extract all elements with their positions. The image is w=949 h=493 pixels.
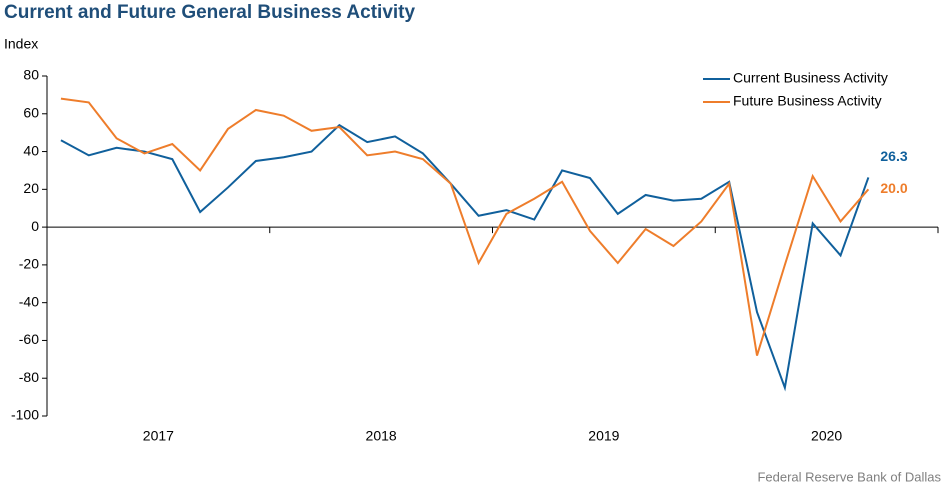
x-tick-label: 2019 bbox=[588, 428, 619, 444]
y-tick-label: -40 bbox=[19, 293, 39, 309]
y-tick-label: -20 bbox=[19, 256, 39, 272]
value-label: 26.3 bbox=[880, 148, 907, 164]
y-tick-label: 20 bbox=[23, 180, 39, 196]
y-tick-label: -100 bbox=[11, 407, 39, 423]
y-tick-label: -80 bbox=[19, 369, 39, 385]
y-tick-label: 40 bbox=[23, 142, 39, 158]
x-tick-label: 2017 bbox=[143, 428, 174, 444]
y-tick-label: -60 bbox=[19, 331, 39, 347]
source: Federal Reserve Bank of Dallas bbox=[757, 469, 941, 484]
y-tick-label: 0 bbox=[31, 218, 39, 234]
series-line bbox=[60, 97, 870, 356]
x-tick-label: 2020 bbox=[811, 428, 842, 444]
series-line bbox=[60, 123, 870, 392]
y-axis-label: Index bbox=[4, 36, 38, 52]
value-label: 20.0 bbox=[880, 180, 907, 196]
x-tick-label: 2018 bbox=[366, 428, 397, 444]
chart-title: Current and Future General Business Acti… bbox=[4, 2, 415, 23]
legend-label: Current Business Activity bbox=[733, 70, 888, 86]
y-tick-label: 80 bbox=[23, 67, 39, 83]
legend-label: Future Business Activity bbox=[733, 93, 882, 109]
y-tick-label: 60 bbox=[23, 104, 39, 120]
